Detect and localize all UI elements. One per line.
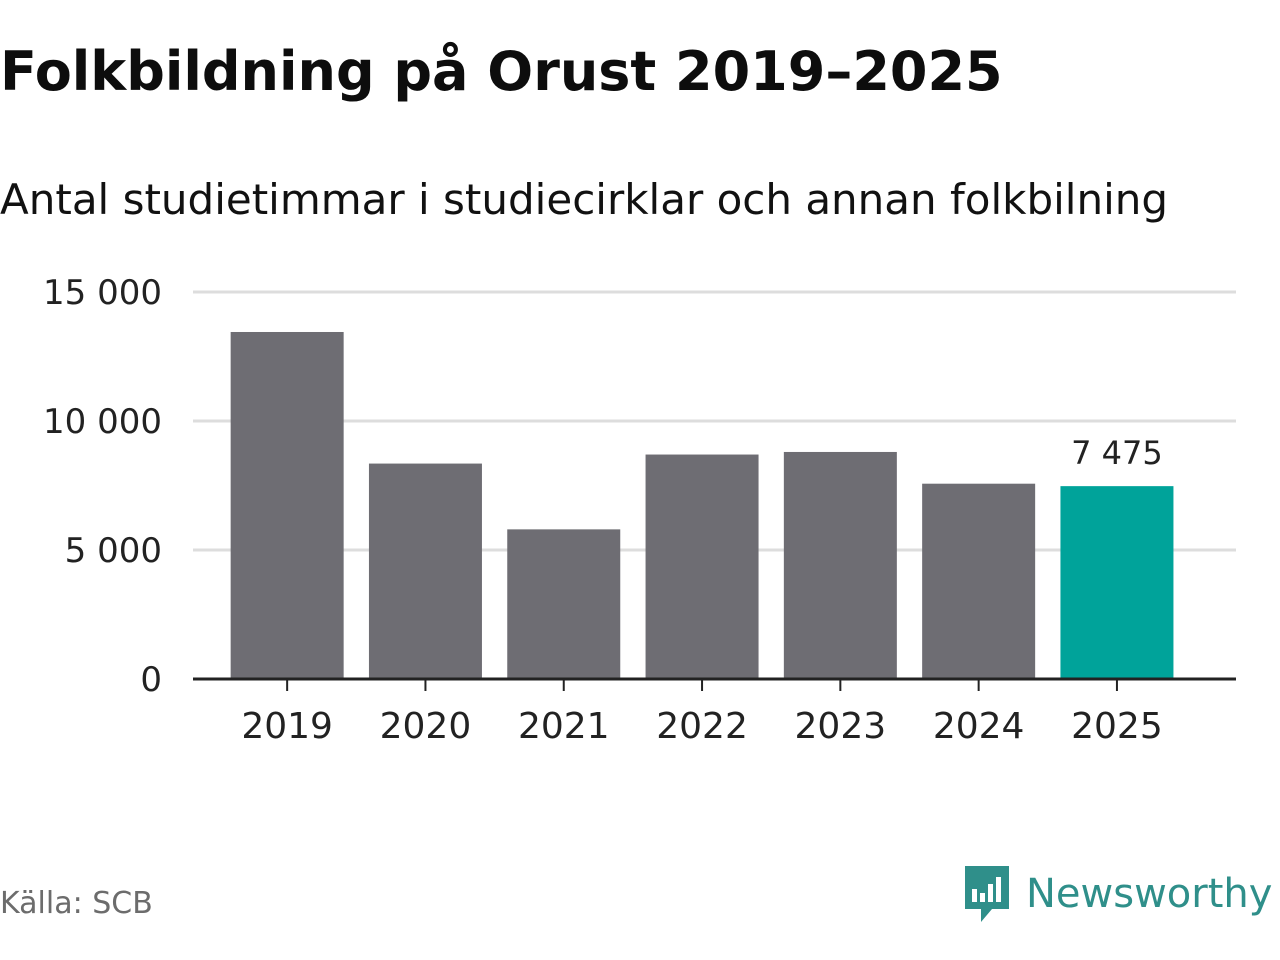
newsworthy-logo-icon [965, 866, 1009, 922]
bars [230, 331, 1174, 679]
labels: 0 5 000 10 000 15 000 2019 2020 2021 2022 2023 20… [43, 273, 1163, 747]
bar-2022 [645, 454, 759, 679]
y-tick-label: 10 000 [43, 402, 162, 442]
bar-2025 [1060, 486, 1174, 679]
y-tick-label: 5 000 [65, 531, 162, 571]
bar-2024 [922, 483, 1036, 679]
bar-2023 [783, 451, 897, 679]
data-label: 7 475 [1071, 434, 1163, 472]
source-note: Källa: SCB [0, 886, 153, 921]
x-tick-label: 2021 [518, 706, 610, 747]
y-tick-label: 15 000 [43, 273, 162, 313]
x-tick-label: 2019 [241, 706, 333, 747]
bar-2019 [230, 331, 344, 679]
x-axis [193, 677, 1236, 691]
x-tick-label: 2023 [795, 706, 887, 747]
chart-subtitle: Antal studietimmar i studiecirklar och a… [0, 175, 1169, 224]
bar-chart: 0 5 000 10 000 15 000 2019 2020 2021 2022 2023 20… [43, 273, 1236, 747]
bar-2021 [507, 529, 621, 679]
brand-name: Newsworthy [1026, 871, 1273, 917]
chart-title: Folkbildning på Orust 2019–2025 [0, 40, 1003, 103]
brand-logo: Newsworthy [962, 862, 1272, 926]
y-tick-label: 0 [140, 660, 162, 700]
x-tick-label: 2025 [1071, 706, 1163, 747]
bar-2020 [368, 463, 482, 679]
x-tick-label: 2024 [933, 706, 1025, 747]
x-tick-label: 2020 [380, 706, 472, 747]
x-tick-label: 2022 [656, 706, 748, 747]
